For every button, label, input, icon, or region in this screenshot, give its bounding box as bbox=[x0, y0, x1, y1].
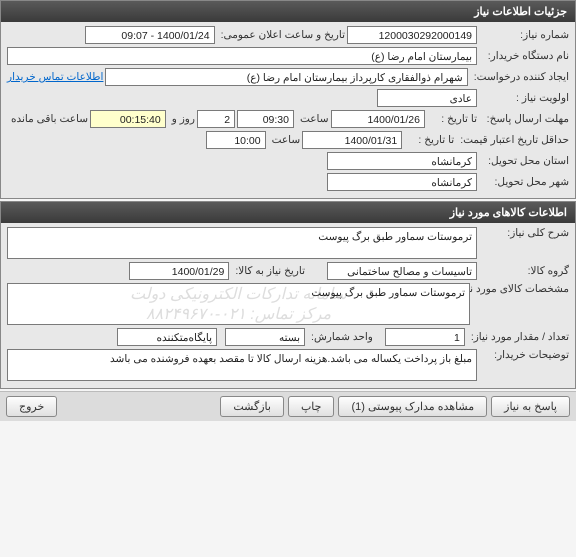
exit-button[interactable]: خروج bbox=[6, 396, 57, 417]
respond-button[interactable]: پاسخ به نیاز bbox=[491, 396, 570, 417]
need-details-header: جزئیات اطلاعات نیاز bbox=[1, 1, 575, 22]
need-details-body: شماره نیاز: 1200030292000149 تاریخ و ساع… bbox=[1, 22, 575, 198]
buyer-label: نام دستگاه خریدار: bbox=[479, 50, 569, 62]
need-date-field: 1400/01/29 bbox=[129, 262, 229, 280]
creator-field: شهرام ذوالفقاری کارپرداز بیمارستان امام … bbox=[105, 68, 467, 86]
time-label-2: ساعت bbox=[268, 134, 301, 146]
deadline-label: مهلت ارسال پاسخ: bbox=[479, 113, 569, 125]
goods-info-body: شرح کلی نیاز: ترموستات سماور طبق برگ پیو… bbox=[1, 223, 575, 388]
button-bar: پاسخ به نیاز مشاهده مدارک پیوستی (1) چاپ… bbox=[0, 391, 576, 421]
notes-field: مبلغ باز پرداخت یکساله می باشد.هزینه ارس… bbox=[7, 349, 477, 381]
group-field: تاسیسات و مصالح ساختمانی bbox=[327, 262, 477, 280]
qty-field: 1 bbox=[385, 328, 465, 346]
validity-label: حداقل تاریخ اعتبار قیمت: bbox=[456, 134, 569, 146]
announce-time-label: تاریخ و ساعت اعلان عمومی: bbox=[217, 29, 345, 41]
desc-label: شرح کلی نیاز: bbox=[479, 227, 569, 239]
priority-label: اولویت نیاز : bbox=[479, 92, 569, 104]
goods-info-header: اطلاعات کالاهای مورد نیاز bbox=[1, 202, 575, 223]
goods-info-panel: اطلاعات کالاهای مورد نیاز شرح کلی نیاز: … bbox=[0, 201, 576, 389]
spec-field: ترموستات سماور طبق برگ پیوست سامانه تدار… bbox=[7, 283, 470, 325]
buyer-field: بیمارستان امام رضا (ع) bbox=[7, 47, 477, 65]
province-field: کرمانشاه bbox=[327, 152, 477, 170]
to-date-label: تا تاریخ : bbox=[427, 113, 477, 125]
validity-date-field: 1400/01/31 bbox=[302, 131, 402, 149]
spec-content: ترموستات سماور طبق برگ پیوست bbox=[12, 287, 465, 299]
request-number-label: شماره نیاز: bbox=[479, 29, 569, 41]
deadline-date-field: 1400/01/26 bbox=[331, 110, 425, 128]
announce-time-field: 1400/01/24 - 09:07 bbox=[85, 26, 215, 44]
request-number-field: 1200030292000149 bbox=[347, 26, 477, 44]
need-date-label: تاریخ نیاز به کالا: bbox=[231, 265, 305, 277]
notes-label: توضیحات خریدار: bbox=[479, 349, 569, 361]
qty-label: تعداد / مقدار مورد نیاز: bbox=[467, 331, 569, 343]
city-label: شهر محل تحویل: bbox=[479, 176, 569, 188]
deadline-time-field: 09:30 bbox=[237, 110, 294, 128]
need-details-panel: جزئیات اطلاعات نیاز شماره نیاز: 12000302… bbox=[0, 0, 576, 199]
print-button[interactable]: چاپ bbox=[288, 396, 335, 417]
unit-label: واحد شمارش: bbox=[307, 331, 373, 343]
group-label: گروه کالا: bbox=[479, 265, 569, 277]
desc-field: ترموستات سماور طبق برگ پیوست bbox=[7, 227, 477, 259]
creator-label: ایجاد کننده درخواست: bbox=[470, 71, 569, 83]
watermark-line2: مرکز تماس: ۰۲۱-۸۸۲۴۹۶۷۰ bbox=[8, 304, 469, 324]
spec-label: مشخصات کالای مورد نیاز: bbox=[472, 283, 569, 295]
priority-field: عادی bbox=[377, 89, 477, 107]
days-count-field: 2 bbox=[197, 110, 235, 128]
time-label-1: ساعت bbox=[296, 113, 329, 125]
remain-label: ساعت باقی مانده bbox=[7, 113, 88, 125]
package-field: پایگاه‌متکننده bbox=[117, 328, 217, 346]
attachments-button[interactable]: مشاهده مدارک پیوستی (1) bbox=[338, 396, 487, 417]
back-button[interactable]: بازگشت bbox=[220, 396, 284, 417]
days-label: روز و bbox=[168, 113, 195, 125]
to-date-label-2: تا تاریخ : bbox=[404, 134, 454, 146]
unit-field: بسته bbox=[225, 328, 305, 346]
contact-link[interactable]: اطلاعات تماس خریدار bbox=[7, 71, 103, 83]
remain-time-field: 00:15:40 bbox=[90, 110, 166, 128]
validity-time-field: 10:00 bbox=[206, 131, 266, 149]
province-label: استان محل تحویل: bbox=[479, 155, 569, 167]
city-field: کرمانشاه bbox=[327, 173, 477, 191]
